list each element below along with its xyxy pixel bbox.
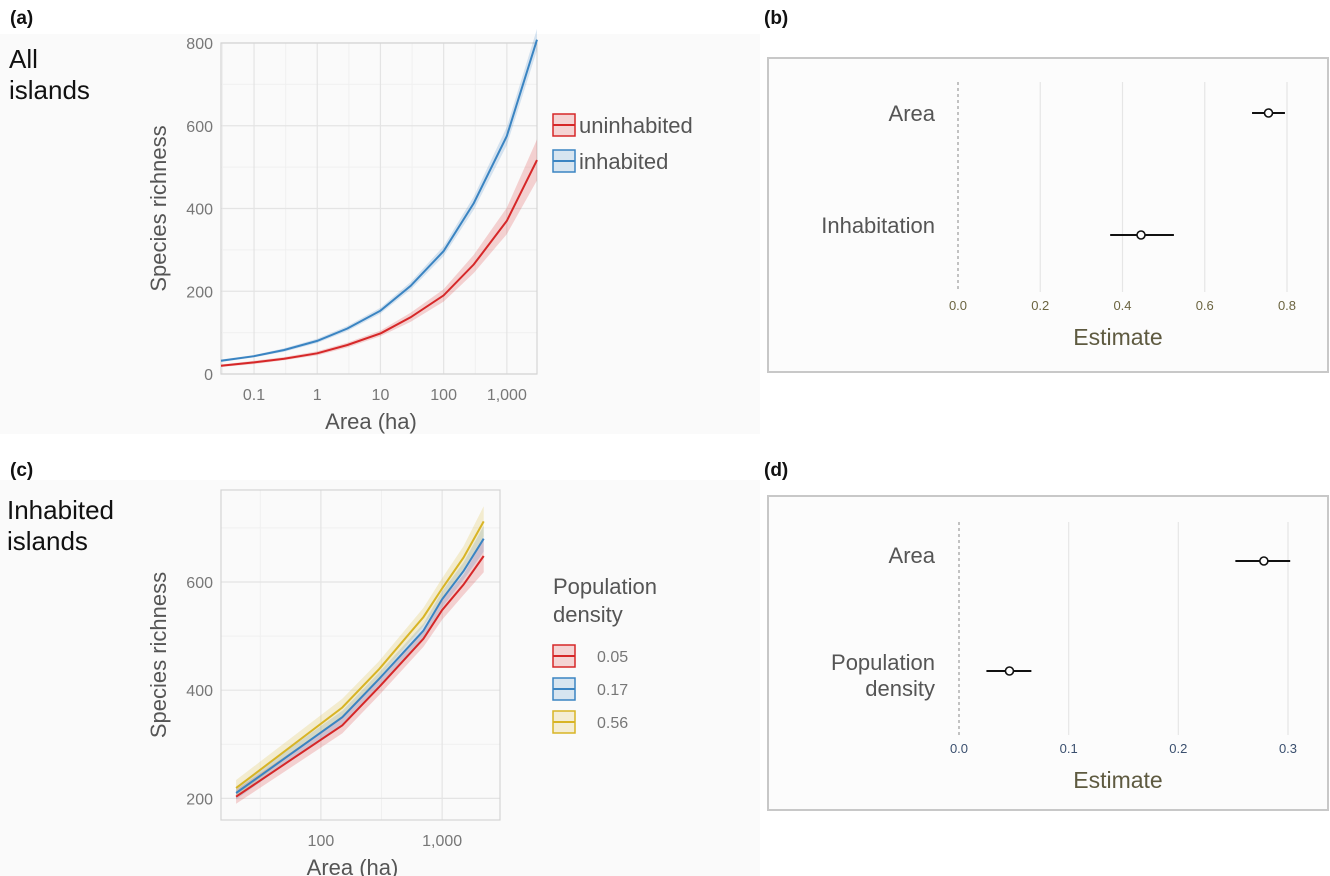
series-line-uninhabited xyxy=(220,159,538,367)
row-label: Area xyxy=(889,101,936,126)
x-axis-title: Area (ha) xyxy=(325,409,417,434)
chart-c: 100 1,000 200 400 600 Area (ha) Species richne… xyxy=(146,489,657,876)
confidence-band-0.56 xyxy=(236,506,484,797)
x-tick-label: 100 xyxy=(430,387,457,404)
panel-c-label: (c) xyxy=(10,460,33,481)
y-tick-label: 200 xyxy=(186,791,213,808)
legend-title: density xyxy=(553,602,623,627)
y-tick-label: 0 xyxy=(204,367,213,384)
y-tick-label: 400 xyxy=(186,683,213,700)
x-tick-label: 0.1 xyxy=(1060,741,1078,756)
y-tick-label: 600 xyxy=(186,575,213,592)
x-tick-label: 0.0 xyxy=(949,298,967,313)
x-tick-label: 1 xyxy=(313,387,322,404)
plot-border xyxy=(220,489,501,821)
x-tick-label: 0.4 xyxy=(1113,298,1131,313)
panel-b-frame xyxy=(767,57,1329,373)
legend-title: Population xyxy=(553,574,657,599)
y-axis-title: Species richness xyxy=(146,125,171,291)
x-tick-label: 0.6 xyxy=(1196,298,1214,313)
plot-border xyxy=(220,42,538,375)
x-axis-title: Area (ha) xyxy=(307,855,399,876)
series-line-0.17 xyxy=(235,538,485,794)
y-axis-title: Species richness xyxy=(146,572,171,738)
x-tick-label: 0.3 xyxy=(1279,741,1297,756)
panel-a: (a) All islands 0.1 1 10 100 1,000 0 200 400 600… xyxy=(9,8,693,434)
row-label: density xyxy=(865,676,935,701)
x-tick-label: 1,000 xyxy=(487,387,527,404)
confidence-band-0.05 xyxy=(236,539,484,804)
x-tick-label: 0.1 xyxy=(243,387,265,404)
estimate-point xyxy=(1004,666,1015,676)
panel-c-side-label-line2: islands xyxy=(7,526,88,556)
panel-d-frame xyxy=(767,495,1329,811)
estimate-point xyxy=(1263,108,1274,118)
chart-d: 0.0 0.1 0.2 0.3 Estimate Area Populationdensit… xyxy=(831,522,1297,793)
legend-label-0.17: 0.17 xyxy=(597,682,628,699)
y-tick-label: 600 xyxy=(186,119,213,136)
row-label: Population xyxy=(831,650,935,675)
row-label: Inhabitation xyxy=(821,213,935,238)
series-line-0.05 xyxy=(235,555,485,798)
y-tick-label: 800 xyxy=(186,36,213,53)
x-tick-label: 1,000 xyxy=(422,833,462,850)
panel-c-side-label-line1: Inhabited xyxy=(7,495,114,525)
x-axis-title: Estimate xyxy=(1073,767,1162,793)
chart-a: 0.1 1 10 100 1,000 0 200 400 600 800 Area (ha) Spec… xyxy=(146,28,693,434)
x-tick-label: 100 xyxy=(308,833,335,850)
x-tick-label: 0.2 xyxy=(1031,298,1049,313)
estimate-point xyxy=(1259,556,1269,566)
x-axis-title: Estimate xyxy=(1073,324,1162,350)
y-tick-label: 400 xyxy=(186,202,213,219)
legend-label-inhabited: inhabited xyxy=(579,149,668,174)
legend-label-0.05: 0.05 xyxy=(597,649,628,666)
chart-b: 0.0 0.2 0.4 0.6 0.8 Estimate Area Inhabitation xyxy=(821,82,1296,350)
x-tick-label: 10 xyxy=(372,387,390,404)
panel-d-label: (d) xyxy=(764,460,788,481)
panel-b: (b) 0.0 0.2 0.4 0.6 0.8 Estimate Area Inhabitat… xyxy=(764,8,1329,373)
x-tick-label: 0.0 xyxy=(950,741,968,756)
panel-a-label: (a) xyxy=(10,8,33,29)
legend-label-uninhabited: uninhabited xyxy=(579,113,693,138)
series-line-0.56 xyxy=(235,520,485,789)
x-tick-label: 0.2 xyxy=(1169,741,1187,756)
y-tick-label: 200 xyxy=(186,284,213,301)
panel-a-side-label-line2: islands xyxy=(9,75,90,105)
panel-c: (c) Inhabited islands 100 1,000 200 400 600 A… xyxy=(7,460,657,876)
confidence-band-0.17 xyxy=(236,525,484,800)
estimate-point xyxy=(1136,230,1146,240)
panel-d: (d) 0.0 0.1 0.2 0.3 Estimate Area Populationde… xyxy=(764,460,1329,811)
panel-a-side-label-line1: All xyxy=(9,44,38,74)
legend-label-0.56: 0.56 xyxy=(597,715,628,732)
series-line-inhabited xyxy=(220,39,538,362)
panel-b-label: (b) xyxy=(764,8,788,29)
x-tick-label: 0.8 xyxy=(1278,298,1296,313)
row-label: Area xyxy=(889,543,936,568)
